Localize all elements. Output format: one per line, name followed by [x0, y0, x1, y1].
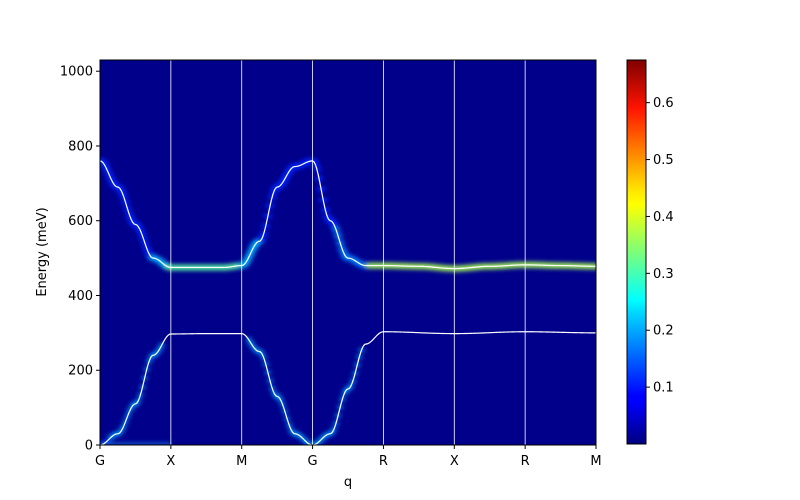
x-tick-label: X [450, 454, 459, 469]
colorbar-tick-label: 0.1 [653, 381, 674, 396]
y-tick-label: 200 [68, 364, 93, 379]
y-tick-label: 400 [68, 289, 93, 304]
plot-frame [99, 59, 597, 446]
x-axis-label: q [344, 475, 352, 490]
colorbar-tick-label: 0.4 [653, 210, 674, 225]
colorbar-tick-label: 0.3 [653, 267, 674, 282]
y-tick-label: 0 [85, 439, 93, 454]
colorbar-tick-label: 0.6 [653, 96, 674, 111]
x-tick-label: X [166, 454, 175, 469]
dispersion-curves [100, 160, 596, 445]
symmetry-lines [170, 60, 526, 445]
x-tick-label: M [590, 454, 601, 469]
x-tick-label: G [95, 454, 105, 469]
x-tick-label: M [236, 454, 247, 469]
upper-branch-curve [100, 160, 596, 270]
colorbar-tick-label: 0.2 [653, 324, 674, 339]
x-tick-label: R [521, 454, 530, 469]
y-axis: 0 200 400 600 800 1000 [60, 65, 100, 454]
y-tick-label: 800 [68, 139, 93, 154]
x-tick-label: R [379, 454, 388, 469]
colorbar-ticks: 0.1 0.2 0.3 0.4 0.5 0.6 [646, 96, 674, 396]
colorbar-tick-label: 0.5 [653, 153, 674, 168]
lower-branch-curve [100, 331, 596, 445]
y-tick-label: 600 [68, 214, 93, 229]
colorbar [626, 59, 647, 445]
plot-background [100, 60, 596, 445]
x-tick-label: G [308, 454, 318, 469]
y-axis-label: Energy (meV) [35, 207, 50, 296]
y-tick-label: 1000 [60, 65, 93, 80]
